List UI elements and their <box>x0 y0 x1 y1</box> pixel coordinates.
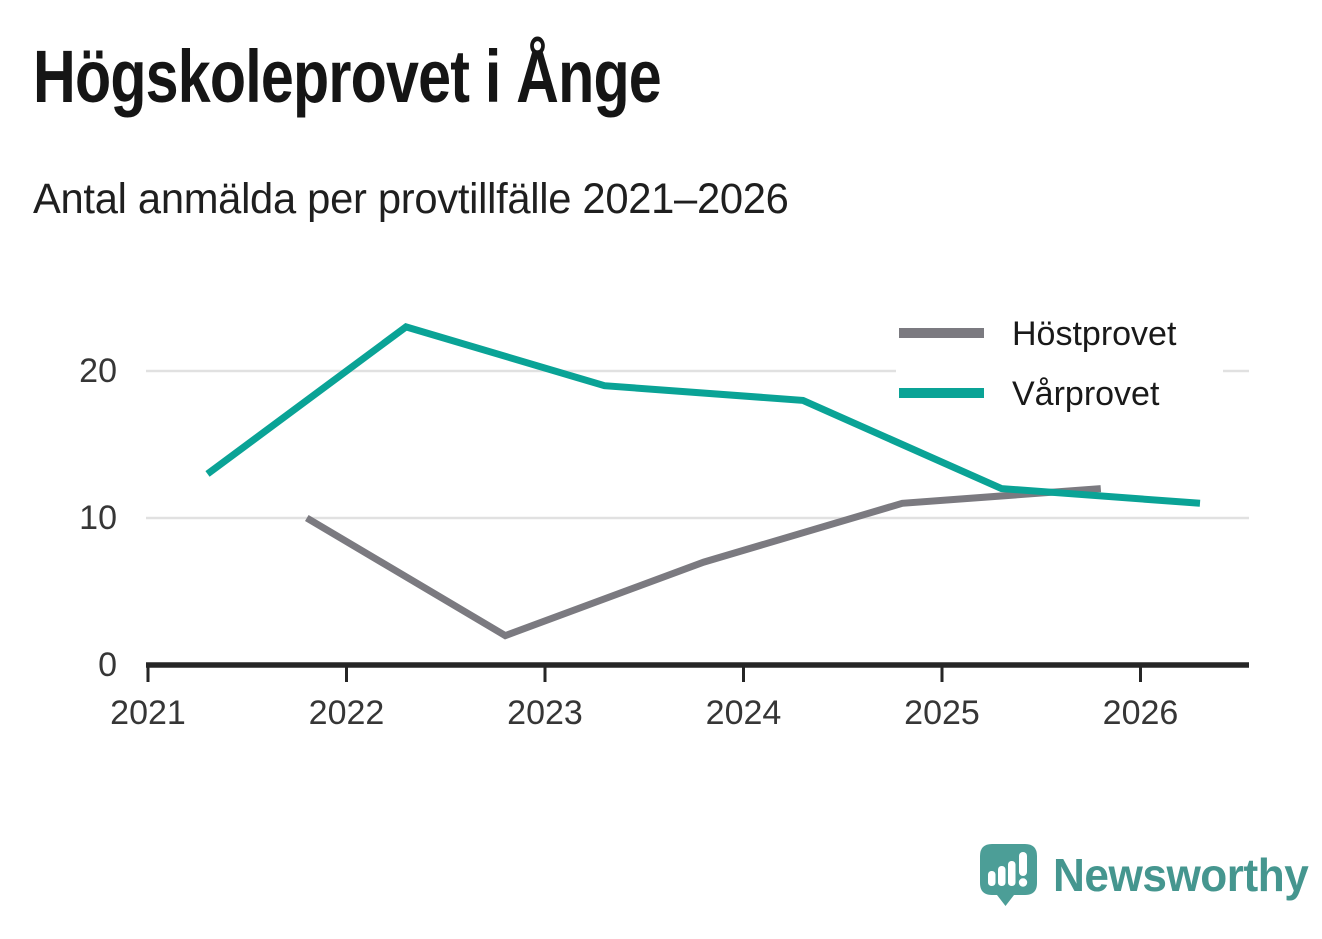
logo-bar-3 <box>1008 861 1016 886</box>
newsworthy-wordmark: Newsworthy <box>1053 849 1309 901</box>
legend-label-0: Höstprovet <box>1012 315 1177 353</box>
x-tick-label: 2023 <box>507 694 583 732</box>
y-tick-label: 0 <box>98 646 117 684</box>
newsworthy-logo-icon <box>980 844 1037 906</box>
y-tick-label: 10 <box>79 499 117 537</box>
chart-subtitle: Antal anmälda per provtillfälle 2021–202… <box>33 175 789 223</box>
x-tick-label: 2025 <box>904 694 980 732</box>
legend-box <box>896 302 1223 428</box>
x-tick-label: 2026 <box>1103 694 1179 732</box>
x-tick-label: 2021 <box>110 694 186 732</box>
legend-label-1: Vårprovet <box>1012 375 1160 413</box>
legend-swatch-0 <box>899 328 984 338</box>
logo-exclamation-bar <box>1019 852 1027 876</box>
footer-brand: Newsworthy <box>977 841 1319 909</box>
logo-bar-1 <box>988 871 996 886</box>
logo-bar-2 <box>998 866 1006 886</box>
chart-title: Högskoleprovet i Ånge <box>33 35 662 118</box>
series-line-0 <box>305 485 1102 640</box>
series-line-1 <box>205 323 1201 507</box>
legend-swatch-1 <box>899 388 984 398</box>
logo-exclamation-dot <box>1018 878 1028 887</box>
x-tick-label: 2022 <box>309 694 385 732</box>
y-tick-label: 20 <box>79 352 117 390</box>
x-tick-label: 2024 <box>706 694 782 732</box>
